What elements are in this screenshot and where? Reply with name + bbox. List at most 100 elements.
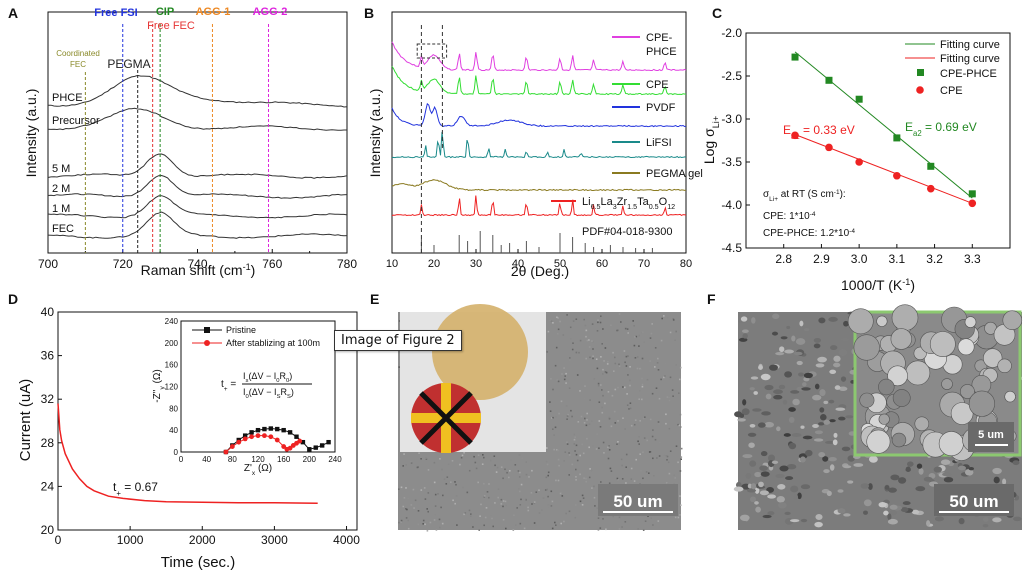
- sem-texture: [666, 455, 669, 458]
- sem-texture: [608, 482, 611, 484]
- label-part: ): [291, 387, 294, 397]
- sem-texture: [757, 422, 766, 428]
- zoom-box: [416, 43, 448, 59]
- sem-texture: [964, 469, 974, 476]
- sem-texture: [815, 363, 825, 368]
- sem-texture: [775, 473, 785, 479]
- sem-texture: [754, 471, 762, 478]
- sem-texture: [550, 490, 553, 493]
- sem-texture: [671, 389, 674, 391]
- sem-texture: [582, 497, 585, 499]
- inset-x-tick-label: 80: [228, 455, 237, 464]
- sem-texture: [478, 529, 480, 531]
- sem-texture: [626, 393, 628, 395]
- sem-texture: [586, 412, 588, 415]
- sem-texture: [618, 528, 621, 530]
- x-tick-label: 50: [554, 258, 566, 270]
- xrd-pattern: [391, 66, 687, 96]
- sem-texture: [958, 517, 965, 525]
- sem-texture: [626, 328, 629, 330]
- sem-texture: [754, 487, 760, 494]
- sem-texture: [554, 521, 556, 524]
- sem-texture: [775, 351, 785, 356]
- sem-texture: [550, 505, 553, 507]
- sem-texture: [482, 454, 484, 456]
- sem-texture: [573, 443, 576, 445]
- sem-texture: [551, 500, 554, 503]
- data-point: [825, 76, 833, 84]
- sem-texture: [427, 492, 430, 494]
- sem-texture: [754, 501, 759, 505]
- sem-texture: [747, 483, 752, 489]
- sem-texture: [791, 335, 796, 342]
- sem-texture: [749, 424, 756, 428]
- grain: [859, 392, 875, 408]
- sem-texture: [591, 340, 593, 342]
- sem-texture: [468, 509, 471, 512]
- sem-texture: [584, 417, 586, 420]
- sem-texture: [601, 389, 603, 391]
- sem-texture: [602, 328, 604, 330]
- sem-texture: [773, 394, 783, 400]
- sem-texture: [637, 440, 639, 443]
- sem-texture: [541, 509, 543, 511]
- spectrum-line: [47, 174, 348, 199]
- sem-texture: [519, 471, 521, 474]
- sem-texture: [674, 339, 676, 342]
- sem-texture: [675, 445, 678, 447]
- nyquist-point: [249, 430, 254, 435]
- sem-texture: [799, 456, 806, 463]
- sem-texture: [596, 330, 599, 332]
- sem-texture: [527, 509, 530, 512]
- sem-texture: [451, 460, 454, 462]
- label-part: ):: [840, 189, 846, 200]
- sem-texture: [405, 517, 408, 519]
- sem-texture: [663, 454, 666, 457]
- sem-texture: [497, 496, 499, 499]
- sem-texture: [603, 360, 605, 362]
- sem-texture: [766, 486, 775, 493]
- sem-texture: [581, 494, 584, 497]
- sem-texture: [664, 362, 667, 365]
- sem-texture: [735, 481, 742, 489]
- inset-legend-label: Pristine: [226, 325, 256, 335]
- sem-texture: [549, 401, 551, 403]
- sem-texture: [802, 435, 813, 440]
- label-part: La: [601, 196, 614, 208]
- label-part: t: [113, 480, 117, 494]
- legend-label: CPE-PHCE: [940, 68, 997, 80]
- sem-texture: [755, 506, 761, 513]
- sem-texture: [764, 421, 775, 428]
- sem-texture: [625, 453, 628, 456]
- sem-texture: [544, 489, 547, 491]
- grain: [960, 384, 975, 399]
- sem-texture: [668, 427, 671, 430]
- label-part: Zr: [617, 196, 628, 208]
- sem-texture: [889, 504, 898, 510]
- sem-texture: [618, 442, 621, 445]
- sem-texture: [480, 503, 482, 506]
- sem-texture: [860, 483, 870, 489]
- sem-texture: [400, 486, 403, 489]
- sem-texture: [933, 466, 942, 473]
- nyquist-point: [242, 433, 248, 438]
- sem-texture: [607, 446, 609, 449]
- sem-texture: [803, 372, 813, 379]
- sem-texture: [546, 447, 548, 449]
- grain: [997, 358, 1012, 373]
- sem-texture: [769, 364, 778, 371]
- label-part: 6.5: [591, 203, 601, 211]
- sem-texture: [621, 526, 623, 528]
- sem-texture: [629, 407, 632, 410]
- sem-texture: [943, 476, 954, 483]
- sem-texture: [576, 459, 579, 462]
- sem-texture: [424, 498, 427, 500]
- sem-texture: [982, 524, 989, 528]
- sem-texture: [590, 469, 593, 472]
- sem-texture: [800, 518, 808, 523]
- sem-texture: [518, 476, 521, 478]
- sem-texture: [649, 418, 652, 421]
- sem-texture: [405, 508, 407, 510]
- sem-texture: [542, 497, 545, 499]
- sem-texture: [573, 433, 576, 436]
